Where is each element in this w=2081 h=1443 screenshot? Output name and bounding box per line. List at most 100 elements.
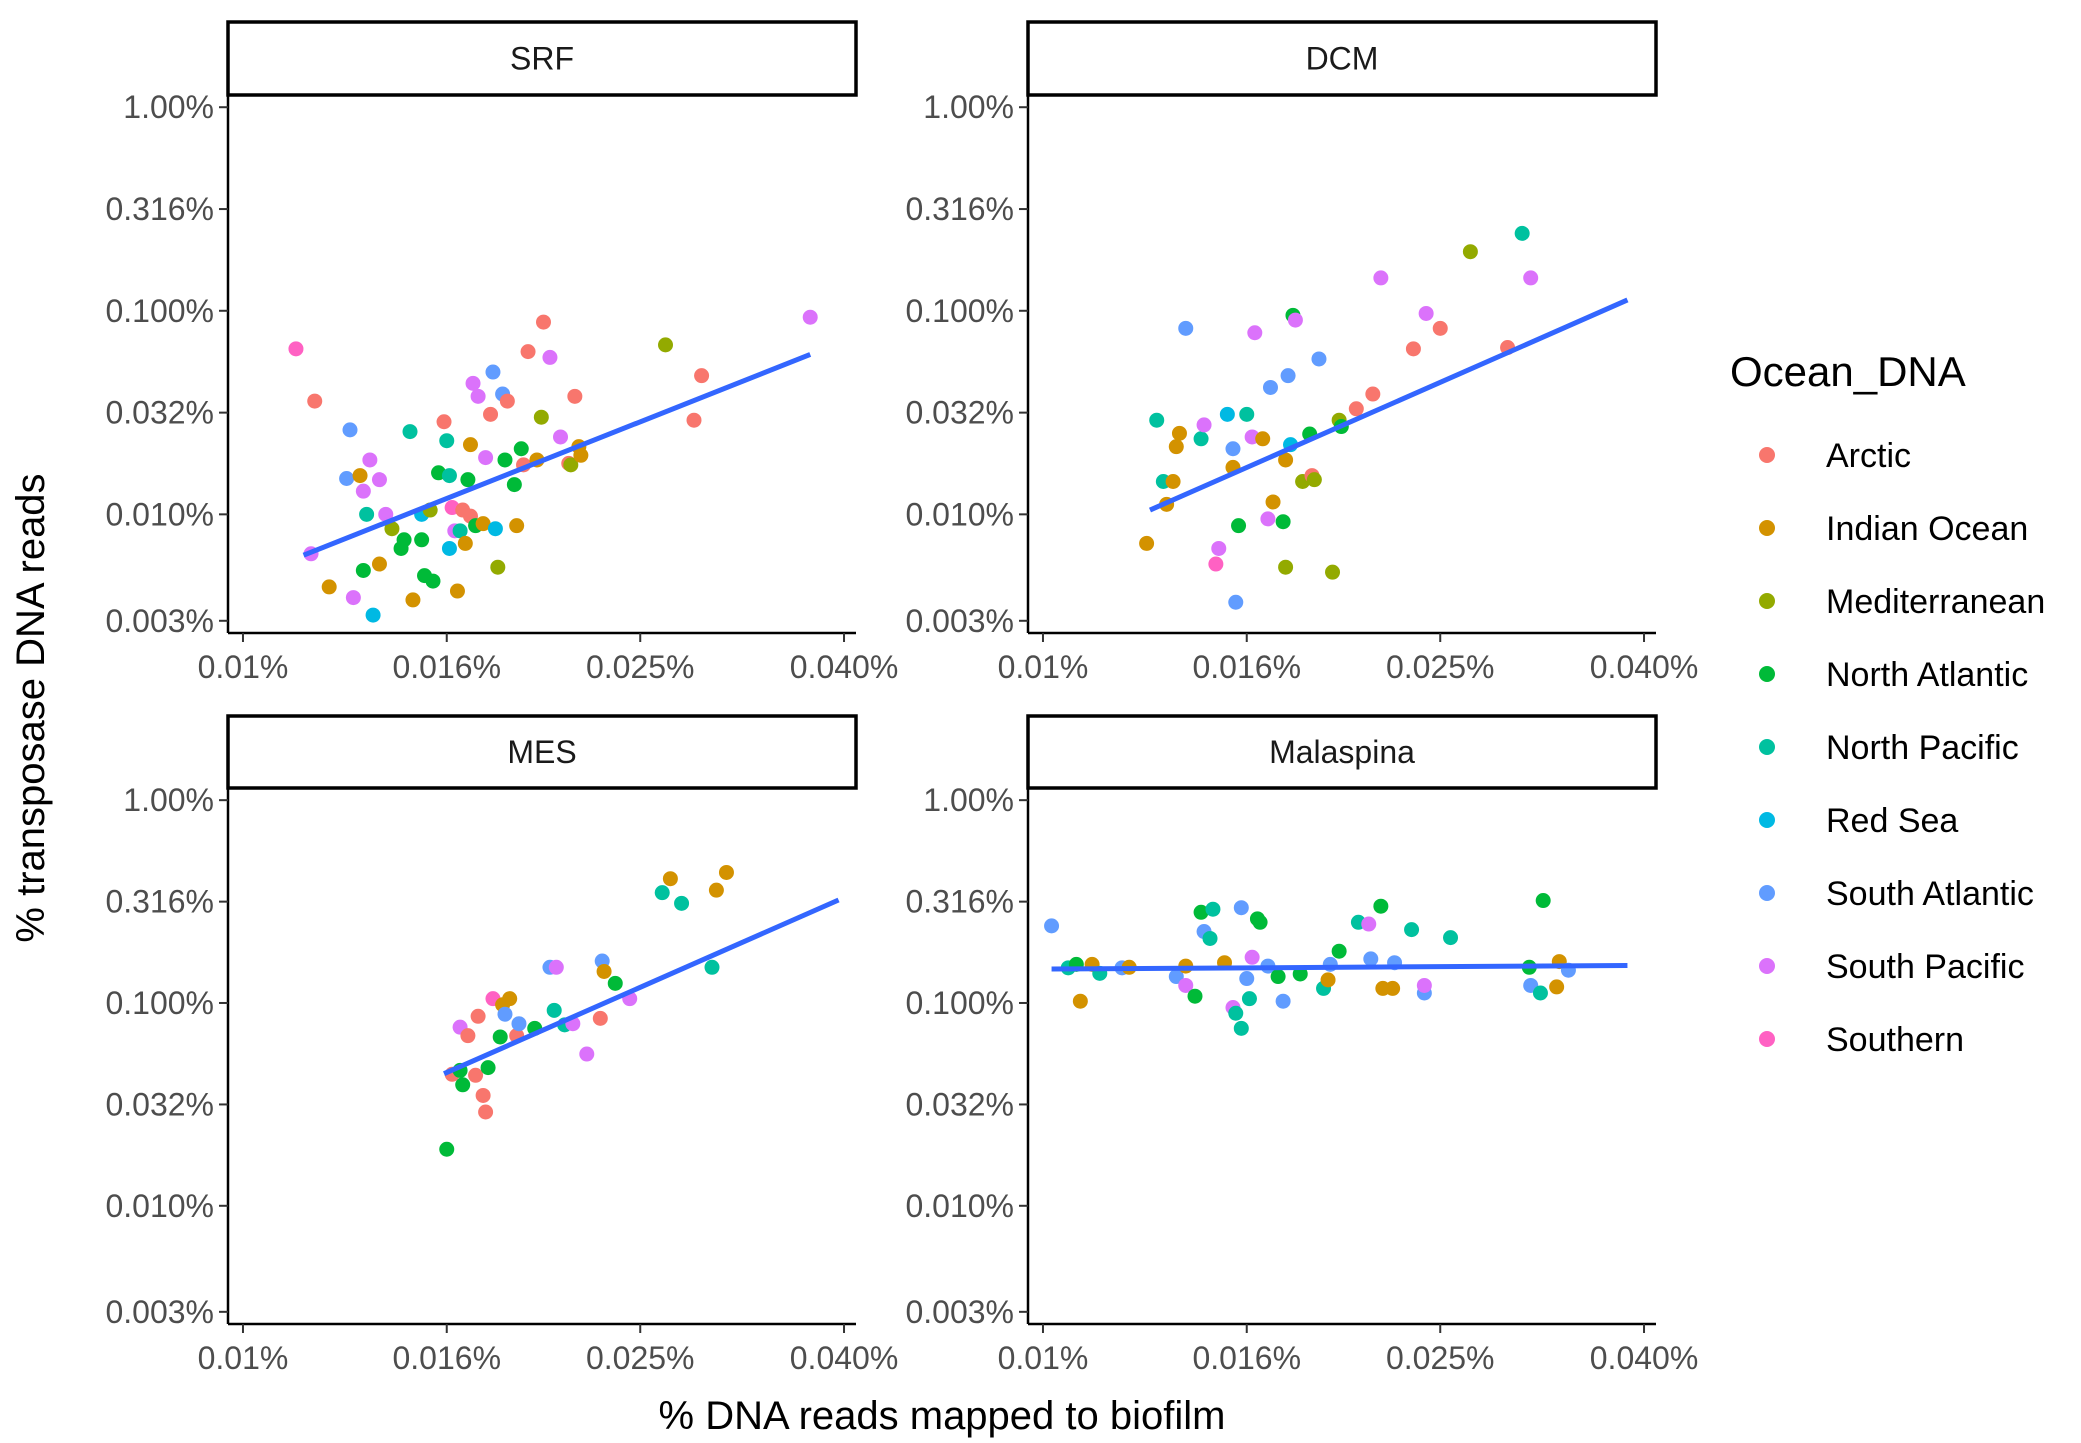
data-point bbox=[439, 1141, 455, 1157]
data-point bbox=[662, 871, 678, 887]
strip-label: SRF bbox=[510, 41, 574, 77]
data-point bbox=[490, 559, 506, 575]
data-point bbox=[365, 607, 381, 623]
data-point bbox=[1278, 452, 1294, 468]
data-point bbox=[1219, 406, 1235, 422]
strip-dcm bbox=[1026, 20, 1658, 97]
data-point bbox=[1149, 412, 1165, 428]
legend-entry: South Atlantic bbox=[1759, 875, 2034, 913]
data-point bbox=[1549, 979, 1565, 995]
data-point bbox=[405, 592, 421, 608]
legend-label: North Pacific bbox=[1826, 729, 2019, 767]
y-tick-label: 0.100% bbox=[905, 293, 1014, 329]
data-point bbox=[362, 452, 378, 468]
data-point bbox=[694, 368, 710, 384]
data-point bbox=[513, 441, 529, 457]
y-tick-label: 0.003% bbox=[905, 1294, 1014, 1330]
data-point bbox=[1373, 270, 1389, 286]
data-point bbox=[1363, 951, 1379, 967]
data-point bbox=[1231, 518, 1247, 534]
fit-line bbox=[1051, 963, 1628, 972]
panel-malaspina: Malaspina 0.003% 0.010% 0.032% 0.100% 0.316% 1… bbox=[905, 714, 1699, 1376]
data-point bbox=[542, 349, 558, 365]
data-point bbox=[485, 364, 501, 380]
data-point bbox=[1165, 473, 1181, 489]
data-point bbox=[1365, 386, 1381, 402]
data-point bbox=[1193, 431, 1209, 447]
data-point bbox=[449, 583, 465, 599]
y-tick-label: 0.100% bbox=[905, 985, 1014, 1021]
data-point bbox=[1187, 988, 1203, 1004]
data-point bbox=[1278, 559, 1294, 575]
legend-label: Red Sea bbox=[1826, 802, 1958, 840]
legend-label: South Atlantic bbox=[1826, 875, 2034, 913]
data-point bbox=[1208, 556, 1224, 572]
strip-label: MES bbox=[507, 734, 576, 770]
y-tick-label: 0.010% bbox=[105, 1188, 214, 1224]
data-point bbox=[460, 1028, 476, 1044]
data-point bbox=[1178, 320, 1194, 336]
data-point bbox=[1252, 914, 1268, 930]
x-tick-label: 0.040% bbox=[1590, 649, 1699, 685]
data-point bbox=[355, 483, 371, 499]
data-point bbox=[1202, 930, 1218, 946]
legend-key bbox=[1759, 1031, 1775, 1047]
data-point bbox=[1168, 439, 1184, 455]
data-point bbox=[546, 1002, 562, 1018]
data-point bbox=[506, 477, 522, 493]
data-point bbox=[509, 518, 525, 534]
data-point bbox=[1275, 993, 1291, 1009]
data-point bbox=[708, 882, 724, 898]
data-point bbox=[1239, 406, 1255, 422]
legend-entry: Red Sea bbox=[1759, 802, 1958, 840]
data-point bbox=[1532, 985, 1548, 1001]
legend-key bbox=[1759, 958, 1775, 974]
x-tick-label: 0.025% bbox=[586, 649, 695, 685]
x-tick-label: 0.01% bbox=[998, 1340, 1089, 1376]
y-tick-label: 0.316% bbox=[905, 884, 1014, 920]
data-point bbox=[1306, 472, 1322, 488]
data-point bbox=[1443, 930, 1459, 946]
legend-title: Ocean_DNA bbox=[1730, 348, 1966, 395]
data-point bbox=[704, 959, 720, 975]
data-point bbox=[1348, 401, 1364, 417]
data-point bbox=[455, 1077, 471, 1093]
data-point bbox=[352, 468, 368, 484]
data-point bbox=[1196, 417, 1212, 433]
strip-label: Malaspina bbox=[1269, 734, 1415, 770]
data-point bbox=[592, 1010, 608, 1026]
strip-mes bbox=[226, 714, 858, 790]
legend-label: Arctic bbox=[1826, 437, 1911, 475]
fit-line bbox=[302, 352, 812, 558]
data-point bbox=[359, 506, 375, 522]
data-point bbox=[475, 1087, 491, 1103]
y-tick-label: 0.316% bbox=[105, 191, 214, 227]
data-point bbox=[1275, 514, 1291, 530]
data-point bbox=[1205, 901, 1221, 917]
data-point bbox=[1171, 425, 1187, 441]
data-point bbox=[1280, 368, 1296, 384]
data-point bbox=[1418, 305, 1434, 321]
x-tick-label: 0.016% bbox=[1192, 1340, 1301, 1376]
legend-entry: Indian Ocean bbox=[1759, 510, 2028, 548]
data-point bbox=[1225, 441, 1241, 457]
y-tick-label: 1.00% bbox=[923, 782, 1014, 818]
data-point bbox=[1044, 918, 1060, 934]
data-point bbox=[563, 457, 579, 473]
x-tick-label: 0.040% bbox=[1590, 1340, 1699, 1376]
data-point bbox=[1311, 351, 1327, 367]
legend-entry: South Pacific bbox=[1759, 948, 2024, 986]
y-tick-label: 0.010% bbox=[905, 496, 1014, 532]
data-point bbox=[470, 388, 486, 404]
data-point bbox=[480, 1060, 496, 1076]
data-point bbox=[468, 1067, 484, 1083]
data-point bbox=[378, 506, 394, 522]
data-point bbox=[1416, 977, 1432, 993]
data-point bbox=[487, 521, 503, 537]
x-tick-label: 0.01% bbox=[198, 649, 289, 685]
data-point bbox=[478, 1104, 494, 1120]
y-tick-label: 0.003% bbox=[905, 603, 1014, 639]
x-axis-title: % DNA reads mapped to biofilm bbox=[659, 1394, 1226, 1438]
data-point bbox=[1247, 325, 1263, 341]
